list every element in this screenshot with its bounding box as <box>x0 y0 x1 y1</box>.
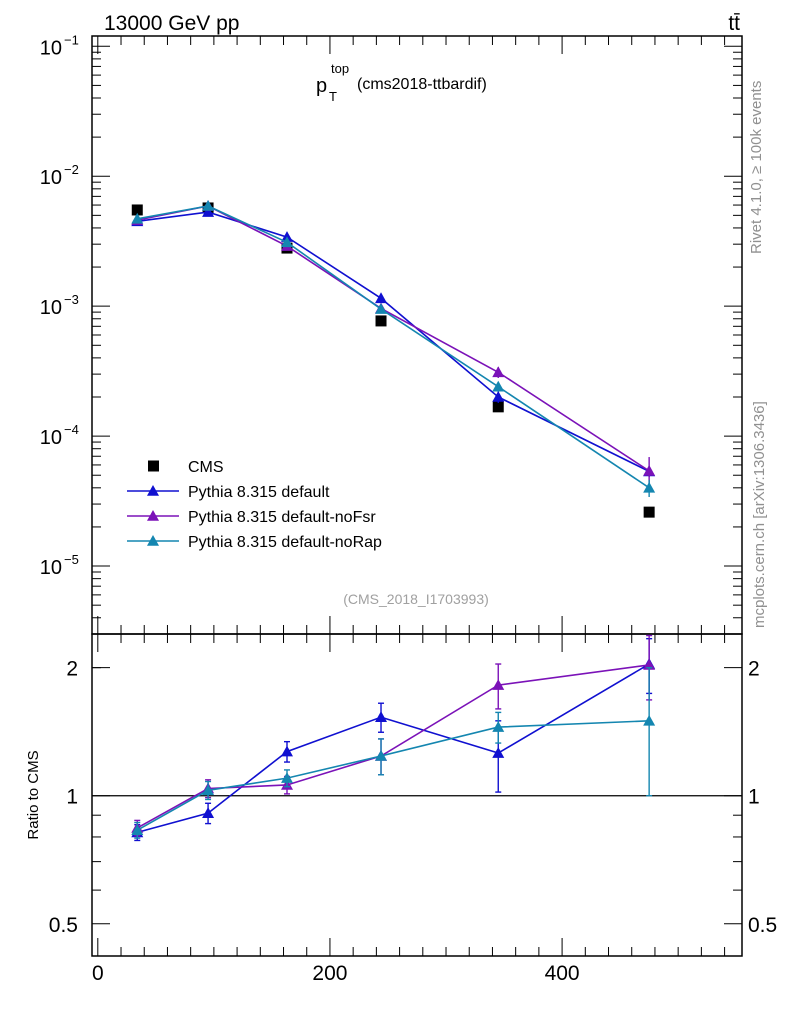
ratio-y-tick-label: 0.5 <box>49 914 78 937</box>
series-point-noRap <box>492 380 505 392</box>
ratio-point-noRap <box>131 824 144 835</box>
energy-label: 13000 GeV pp <box>104 12 239 35</box>
y-tick-label-base: 10 <box>40 297 62 319</box>
ratio-y-tick-label: 2 <box>748 658 760 681</box>
legend-marker-triangle <box>147 485 159 496</box>
ratio-series-noRap <box>131 666 656 839</box>
ratio-y-axis-label: Ratio to CMS <box>25 750 42 839</box>
plot-title-sup: top <box>331 61 349 76</box>
x-tick-label: 0 <box>92 962 104 985</box>
series-default <box>131 206 656 477</box>
ratio-point-default <box>202 807 215 818</box>
series-point-noFsr <box>492 366 505 378</box>
series-point-noRap <box>375 303 388 314</box>
y-tick-label-exponent: −1 <box>64 32 79 47</box>
series-noFsr <box>131 200 656 490</box>
series-point-noRap <box>202 200 215 211</box>
y-tick-label: 10 <box>40 427 62 449</box>
ratio-series-noFsr <box>131 634 656 837</box>
ratio-plot-frame <box>91 633 743 957</box>
ratio-point-noRap <box>281 772 293 783</box>
ratio-point-default <box>281 745 293 757</box>
y-tick-label: 10 <box>40 167 62 189</box>
ratio-line-noFsr <box>136 664 650 829</box>
y-tick-label: 10 <box>40 557 62 579</box>
x-axis: 0 200 400 <box>92 36 726 985</box>
ratio-point-noRap <box>202 784 215 796</box>
legend-item-default: Pythia 8.315 default <box>127 484 330 501</box>
main-axes: 10−110−210−310−410−5 <box>40 32 742 635</box>
ratio-series <box>131 634 656 842</box>
ratio-point-default <box>375 711 388 722</box>
y-tick-label-exponent: −2 <box>64 162 79 177</box>
legend-item-noFsr: Pythia 8.315 default-noFsr <box>127 509 376 526</box>
legend-label: Pythia 8.315 default-noRap <box>188 534 382 551</box>
legend-label: Pythia 8.315 default <box>188 484 330 501</box>
ratio-series-default <box>131 637 656 842</box>
y-tick-label-base: 10 <box>40 427 62 449</box>
series-point-default <box>202 206 215 217</box>
legend-label: CMS <box>188 459 224 476</box>
y-tick-label-exponent: −5 <box>64 552 79 567</box>
ratio-point-noRap <box>375 749 388 761</box>
y-tick-label: 10 <box>40 297 62 319</box>
x-tick-label: 200 <box>312 962 347 985</box>
y-tick-label-base: 10 <box>40 167 62 189</box>
ratio-point-noFsr <box>492 679 505 690</box>
ratio-line-default <box>137 663 650 834</box>
ratio-point-noRap <box>643 714 656 726</box>
cms-data-point <box>643 506 655 518</box>
series-point-noRap <box>281 236 293 248</box>
mcplots-side-label: mcplots.cern.ch [arXiv:1306.3436] <box>751 401 768 628</box>
legend: CMS Pythia 8.315 default Pythia 8.315 defa… <box>127 459 382 551</box>
rivet-side-label: Rivet 4.1.0, ≥ 100k events <box>748 81 765 254</box>
plot-title-sub: T <box>329 89 337 104</box>
ratio-y-tick-label: 0.5 <box>748 914 777 937</box>
x-tick-label: 400 <box>545 962 580 985</box>
y-tick-label: 10 <box>40 37 62 59</box>
cms-data-point <box>492 401 504 413</box>
series-line-noRap <box>137 205 650 489</box>
ratio-y-tick-label: 1 <box>748 786 760 809</box>
series-point-default <box>492 390 505 402</box>
ratio-y-tick-label: 2 <box>66 658 78 681</box>
series-point-noFsr <box>643 464 656 476</box>
ratio-y-tick-label: 1 <box>66 786 78 809</box>
plot-title-tag: (cms2018-ttbardif) <box>357 76 487 93</box>
ratio-point-default <box>492 747 505 758</box>
legend-item-noRap: Pythia 8.315 default-noRap <box>127 534 382 551</box>
ratio-point-noRap <box>492 721 505 732</box>
legend-label: Pythia 8.315 default-noFsr <box>188 509 376 526</box>
analysis-watermark: (CMS_2018_I1703993) <box>343 591 489 607</box>
main-series <box>131 200 656 518</box>
cms-data-point <box>375 315 387 327</box>
series-line-noFsr <box>137 205 650 472</box>
plot-title: p <box>316 75 327 97</box>
plot-title-main: p <box>316 75 327 97</box>
y-tick-label-base: 10 <box>40 557 62 579</box>
ratio-line-noRap <box>136 720 650 831</box>
legend-marker-triangle <box>147 510 159 521</box>
series-point-noRap <box>131 212 144 224</box>
legend-marker-triangle <box>147 535 159 546</box>
y-tick-label-base: 10 <box>40 37 62 59</box>
cms-data-point <box>131 204 143 216</box>
legend-item-data: CMS <box>148 459 224 476</box>
process-label: tt̄ <box>728 12 740 35</box>
ratio-axes: 2 2 1 1 0.5 0.5 <box>49 658 777 937</box>
series-point-default <box>375 292 388 304</box>
series-point-noRap <box>643 481 656 493</box>
series-line-default <box>137 211 650 473</box>
legend-marker-square <box>148 460 159 472</box>
y-tick-label-exponent: −4 <box>64 422 79 437</box>
series-noRap <box>131 200 656 497</box>
y-tick-label-exponent: −3 <box>64 292 79 307</box>
